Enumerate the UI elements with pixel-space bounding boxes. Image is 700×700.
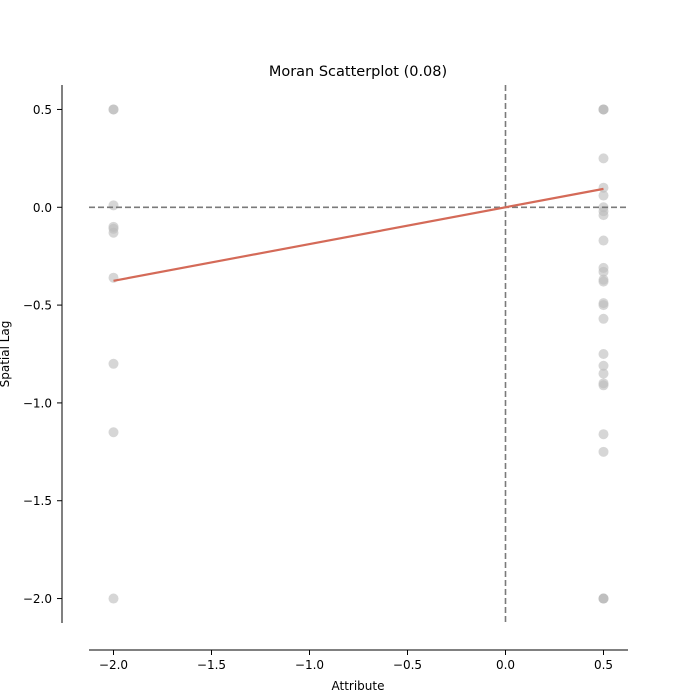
scatter-point	[598, 446, 609, 457]
scatter-point	[598, 368, 609, 379]
scatter-point	[108, 227, 119, 238]
x-axis-ticks: −2.0 −1.5 −1.0 −0.5 0.0 0.5	[99, 650, 613, 672]
y-tick-label: −1.0	[23, 396, 52, 410]
scatter-point	[598, 429, 609, 440]
scatter-point	[108, 358, 119, 369]
scatter-point	[598, 235, 609, 246]
scatter-point	[598, 360, 609, 371]
x-tick-label: 0.0	[496, 658, 515, 672]
scatter-point	[108, 427, 119, 438]
y-tick-label: −0.5	[23, 299, 52, 313]
y-tick-label: −2.0	[23, 592, 52, 606]
x-tick-label: 0.5	[594, 658, 613, 672]
regression-line	[113, 187, 604, 282]
scatter-point	[108, 104, 119, 115]
scatter-point	[598, 266, 609, 277]
scatter-point	[598, 313, 609, 324]
y-tick-label: 0.5	[33, 103, 52, 117]
scatter-point	[598, 349, 609, 359]
x-tick-label: −2.0	[99, 658, 128, 672]
x-axis-title: Attribute	[332, 679, 385, 693]
scatter-points	[108, 104, 609, 604]
scatter-point	[108, 593, 119, 604]
y-axis-ticks: −2.0 −1.5 −1.0 −0.5 0.0 0.5	[23, 103, 62, 606]
scatter-point	[598, 210, 609, 221]
regression-line-segment	[113, 187, 604, 282]
scatter-point	[598, 190, 609, 201]
x-tick-label: −0.5	[393, 658, 422, 672]
scatter-point	[598, 104, 609, 115]
x-tick-label: −1.0	[295, 658, 324, 672]
reference-lines	[89, 85, 628, 623]
axes	[61, 85, 628, 651]
y-tick-label: 0.0	[33, 201, 52, 215]
scatter-point	[598, 593, 609, 604]
scatter-point	[598, 276, 609, 287]
y-tick-label: −1.5	[23, 494, 52, 508]
y-axis-title: Spatial Lag	[0, 321, 12, 388]
scatter-point	[108, 200, 119, 211]
scatter-point	[598, 300, 609, 311]
chart-title: Moran Scatterplot (0.08)	[269, 64, 447, 80]
scatter-point	[598, 153, 609, 164]
x-tick-label: −1.5	[197, 658, 226, 672]
scatter-point	[598, 380, 609, 391]
